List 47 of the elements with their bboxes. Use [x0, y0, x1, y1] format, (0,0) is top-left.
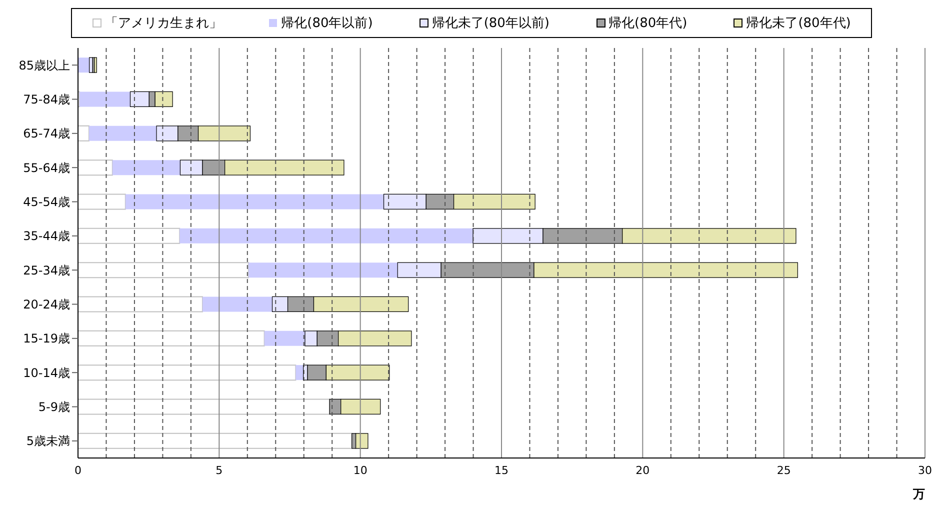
bar [78, 160, 113, 176]
bar [78, 194, 126, 210]
bar [112, 160, 180, 176]
y-tick-label: 55-64歳 [23, 160, 70, 175]
legend-label: 「アメリカ生まれ」 [105, 15, 222, 32]
bar [78, 58, 90, 73]
legend-label: 帰化(80年代) [608, 15, 688, 32]
y-tick-label: 25-34歳 [23, 263, 70, 278]
bar [125, 194, 384, 210]
bar [88, 57, 93, 73]
bar [356, 433, 368, 449]
x-tick-label: 10 [353, 464, 368, 477]
bar [180, 228, 473, 244]
legend-label: 帰化未了(80年以前) [432, 15, 550, 32]
y-tick-label: 65-74歳 [23, 126, 70, 141]
bar [78, 398, 330, 415]
y-tick-label: 10-14歳 [23, 366, 70, 380]
y-tick-label: 5-9歳 [38, 400, 70, 414]
bar [78, 125, 90, 142]
y-tick-label: 15-19歳 [23, 332, 70, 346]
bar [78, 228, 180, 244]
bar [264, 330, 305, 346]
bar [89, 126, 156, 141]
bar [78, 262, 250, 278]
y-tick-label: 5歳未満 [26, 434, 70, 448]
x-tick-label: 0 [74, 464, 82, 477]
x-tick-label: 20 [636, 464, 650, 477]
y-tick-label: 20-24歳 [23, 298, 70, 312]
bar [296, 365, 304, 380]
x-tick-label: 5 [216, 464, 223, 477]
bar [79, 92, 130, 107]
legend-label: 帰化(80年以前) [281, 15, 373, 32]
bar [248, 262, 398, 278]
bar [78, 330, 265, 346]
y-tick-label: 85歳以上 [18, 58, 70, 72]
bar [202, 296, 272, 312]
bar [78, 432, 352, 449]
bar [78, 296, 204, 312]
x-axis-title: 万 [912, 487, 925, 501]
y-tick-label: 45-54歳 [23, 195, 70, 210]
bar [78, 364, 296, 381]
x-tick-label: 15 [494, 464, 508, 477]
x-tick-label: 30 [918, 464, 932, 477]
y-tick-label: 35-44歳 [23, 229, 70, 244]
y-tick-label: 75-84歳 [23, 92, 70, 107]
x-tick-label: 25 [776, 464, 791, 477]
legend-label: 帰化未了(80年代) [746, 15, 851, 32]
